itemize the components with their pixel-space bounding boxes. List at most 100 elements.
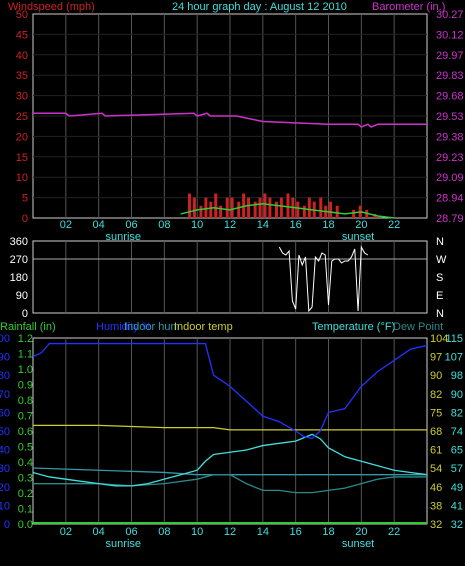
wind-gust-bar xyxy=(263,193,267,218)
compass-y-tick: S xyxy=(436,272,443,284)
wind-gust-bar xyxy=(199,205,203,218)
temp-y-tick-a: 46 xyxy=(430,482,442,494)
rain-y-tick: 1.0 xyxy=(18,364,33,376)
wind-gust-bar xyxy=(225,197,229,218)
wind-gust-bar xyxy=(204,197,208,218)
rain-y-tick: 0.6 xyxy=(18,426,33,438)
pressure-line xyxy=(33,112,427,128)
baro-y-tick: 30.12 xyxy=(436,29,464,41)
rain-y-tick: 0.8 xyxy=(18,395,33,407)
indoor-hum-line xyxy=(32,467,427,476)
indoor-temp-line xyxy=(33,424,427,431)
wind-gust-bar xyxy=(307,197,311,218)
graph-title: 24 hour graph day : August 12 2010 xyxy=(172,1,347,13)
x-tick-label: 10 xyxy=(191,526,203,538)
dew-point-title: Dew Point xyxy=(393,321,443,333)
compass-y-tick: W xyxy=(436,254,447,266)
wind-direction-line xyxy=(278,245,369,313)
humidity-y-tick: 80 xyxy=(0,370,10,382)
rain-y-tick: 0.1 xyxy=(18,504,33,516)
temp-y-tick-b: 57 xyxy=(451,463,463,475)
temp-y-tick-a: 82 xyxy=(430,389,442,401)
humidity-y-tick: 50 xyxy=(0,426,10,438)
wind-y-tick: 45 xyxy=(16,29,28,41)
x-tick-label: 18 xyxy=(322,526,334,538)
baro-y-tick: 29.09 xyxy=(436,172,464,184)
wind-gust-bar xyxy=(192,197,196,218)
wind-gust-bar xyxy=(247,197,251,218)
direction-y-tick: 180 xyxy=(10,272,28,284)
x-tick-label: 16 xyxy=(290,219,302,231)
x-tick-label: 22 xyxy=(388,219,400,231)
humidity-y-tick: 40 xyxy=(0,445,10,457)
temp-y-tick-b: 65 xyxy=(451,445,463,457)
wind-gust-bar xyxy=(302,205,306,218)
x-tick-label: 12 xyxy=(224,526,236,538)
rain-y-tick: 1.2 xyxy=(18,333,33,345)
wind-gust-bar xyxy=(279,197,283,218)
x-tick-label: 02 xyxy=(60,526,72,538)
x-tick-label: 08 xyxy=(158,526,170,538)
sunrise-label: sunrise xyxy=(106,538,141,550)
x-tick-label: 20 xyxy=(355,526,367,538)
rain-y-tick: 0.2 xyxy=(18,488,33,500)
wind-gust-bar xyxy=(335,205,339,218)
baro-y-tick: 28.79 xyxy=(436,213,464,225)
temp-y-tick-a: 32 xyxy=(430,519,442,531)
wind-gust-bar xyxy=(209,201,213,218)
temp-y-tick-a: 97 xyxy=(430,352,442,364)
wind-y-tick: 25 xyxy=(16,111,28,123)
wind-gust-bar xyxy=(274,201,278,218)
baro-y-tick: 29.23 xyxy=(436,152,464,164)
x-tick-label: 06 xyxy=(125,219,137,231)
wind-gust-bar xyxy=(319,197,323,218)
temp-y-tick-b: 90 xyxy=(451,389,463,401)
sunset-label: sunset xyxy=(342,538,374,550)
x-tick-label: 20 xyxy=(355,219,367,231)
temp-y-tick-b: 98 xyxy=(451,370,463,382)
humidity-y-tick: 20 xyxy=(0,482,10,494)
sunset-label: sunset xyxy=(342,231,374,243)
wind-y-tick: 5 xyxy=(22,193,28,205)
temp-y-tick-b: 49 xyxy=(451,482,463,494)
x-tick-label: 04 xyxy=(93,219,105,231)
wind-y-tick: 20 xyxy=(16,131,28,143)
rain-y-tick: 0.4 xyxy=(18,457,33,469)
temp-y-tick-a: 54 xyxy=(430,463,442,475)
wind-gust-bar xyxy=(258,197,262,218)
wind-y-tick: 10 xyxy=(16,172,28,184)
rain-y-tick: 0.3 xyxy=(18,473,33,485)
direction-y-tick: 270 xyxy=(10,254,28,266)
temp-y-tick-b: 74 xyxy=(451,426,463,438)
x-tick-label: 02 xyxy=(60,219,72,231)
baro-y-tick: 28.94 xyxy=(436,193,464,205)
temp-y-tick-b: 41 xyxy=(451,500,463,512)
rain-y-tick: 0.5 xyxy=(18,442,33,454)
x-tick-label: 12 xyxy=(224,219,236,231)
temp-y-tick-b: 115 xyxy=(445,333,463,345)
wind-y-tick: 40 xyxy=(16,50,28,62)
rain-y-tick: 0.0 xyxy=(18,519,33,531)
humidity-y-tick: 30 xyxy=(0,463,10,475)
wind-gust-bar xyxy=(253,201,257,218)
humidity-y-tick: 90 xyxy=(0,352,10,364)
wind-y-tick: 50 xyxy=(16,9,28,21)
temp-y-tick-b: 32 xyxy=(451,519,463,531)
temperature-title: Temperature (°F) xyxy=(312,321,395,333)
wind-gust-bar xyxy=(230,197,234,218)
wind-gust-bar xyxy=(329,201,333,218)
wind-gust-bar xyxy=(187,193,191,218)
temp-y-tick-b: 107 xyxy=(445,352,463,364)
x-tick-label: 14 xyxy=(257,526,269,538)
wind-y-tick: 35 xyxy=(16,70,28,82)
wind-gust-bar xyxy=(286,193,290,218)
barometer-axis-title: Barometer (in.) xyxy=(372,1,445,13)
humidity-title: Humidity % xyxy=(96,321,152,333)
direction-y-tick: 360 xyxy=(10,236,28,248)
baro-y-tick: 29.83 xyxy=(436,70,464,82)
compass-y-tick: N xyxy=(436,236,444,248)
x-tick-label: 14 xyxy=(257,219,269,231)
wind-y-tick: 0 xyxy=(22,213,28,225)
wind-gust-bar xyxy=(296,201,300,218)
